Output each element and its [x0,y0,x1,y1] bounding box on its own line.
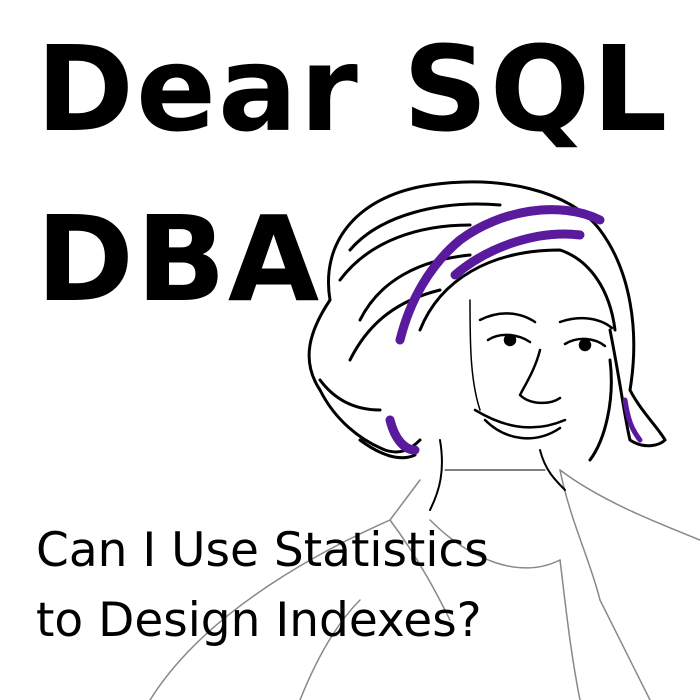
subtitle-line-2: to Design Indexes? [36,593,482,648]
title-line-2: DBA [36,190,322,328]
title-line-1: Dear SQL [36,20,670,158]
subtitle-line-1: Can I Use Statistics [36,523,489,578]
